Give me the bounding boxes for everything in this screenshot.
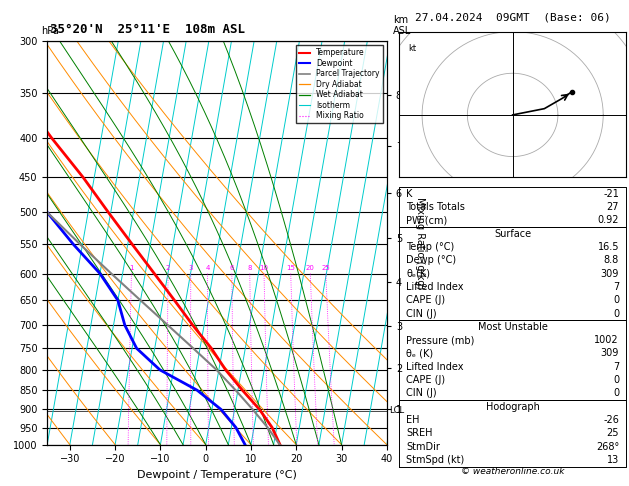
Text: © weatheronline.co.uk: © weatheronline.co.uk — [461, 467, 564, 476]
Text: StmSpd (kt): StmSpd (kt) — [406, 455, 464, 465]
Text: 8: 8 — [247, 265, 252, 271]
Text: 13: 13 — [607, 455, 619, 465]
Text: Temp (°C): Temp (°C) — [406, 242, 455, 252]
Text: 6: 6 — [230, 265, 234, 271]
X-axis label: Dewpoint / Temperature (°C): Dewpoint / Temperature (°C) — [137, 470, 297, 480]
Text: θₑ(K): θₑ(K) — [406, 269, 430, 278]
Text: EH: EH — [406, 415, 420, 425]
Text: Most Unstable: Most Unstable — [477, 322, 548, 332]
Text: km
ASL: km ASL — [393, 15, 411, 36]
Text: 8.8: 8.8 — [604, 255, 619, 265]
Text: 20: 20 — [306, 265, 314, 271]
Text: 16.5: 16.5 — [598, 242, 619, 252]
Text: 27.04.2024  09GMT  (Base: 06): 27.04.2024 09GMT (Base: 06) — [415, 12, 611, 22]
Text: 309: 309 — [601, 348, 619, 359]
Text: Surface: Surface — [494, 229, 532, 239]
Text: CAPE (J): CAPE (J) — [406, 295, 445, 305]
Text: 2: 2 — [166, 265, 170, 271]
Text: 1: 1 — [130, 265, 134, 271]
Text: -21: -21 — [603, 189, 619, 199]
Text: kt: kt — [408, 44, 416, 53]
Text: 15: 15 — [286, 265, 295, 271]
Text: 3: 3 — [189, 265, 193, 271]
Text: Hodograph: Hodograph — [486, 401, 540, 412]
Legend: Temperature, Dewpoint, Parcel Trajectory, Dry Adiabat, Wet Adiabat, Isotherm, Mi: Temperature, Dewpoint, Parcel Trajectory… — [296, 45, 383, 123]
Text: CAPE (J): CAPE (J) — [406, 375, 445, 385]
Text: 0.92: 0.92 — [598, 215, 619, 226]
Text: 0: 0 — [613, 295, 619, 305]
Text: LCL: LCL — [389, 406, 404, 415]
Text: 0: 0 — [613, 375, 619, 385]
Text: 7: 7 — [613, 362, 619, 372]
Text: 35°20'N  25°11'E  108m ASL: 35°20'N 25°11'E 108m ASL — [50, 23, 245, 36]
Text: hPa: hPa — [41, 26, 58, 36]
Text: Lifted Index: Lifted Index — [406, 362, 464, 372]
Text: 4: 4 — [205, 265, 209, 271]
Text: StmDir: StmDir — [406, 442, 440, 451]
Text: SREH: SREH — [406, 428, 433, 438]
Text: 309: 309 — [601, 269, 619, 278]
Text: 7: 7 — [613, 282, 619, 292]
Text: 25: 25 — [321, 265, 330, 271]
Text: Dewp (°C): Dewp (°C) — [406, 255, 456, 265]
Text: 10: 10 — [259, 265, 269, 271]
Text: CIN (J): CIN (J) — [406, 309, 437, 318]
Text: Totals Totals: Totals Totals — [406, 202, 465, 212]
Text: 25: 25 — [606, 428, 619, 438]
Text: K: K — [406, 189, 413, 199]
Text: 268°: 268° — [596, 442, 619, 451]
Text: -26: -26 — [603, 415, 619, 425]
Text: PW (cm): PW (cm) — [406, 215, 447, 226]
Text: Lifted Index: Lifted Index — [406, 282, 464, 292]
Text: 0: 0 — [613, 309, 619, 318]
Text: 27: 27 — [606, 202, 619, 212]
Text: CIN (J): CIN (J) — [406, 388, 437, 399]
Text: 1002: 1002 — [594, 335, 619, 345]
Text: θₑ (K): θₑ (K) — [406, 348, 433, 359]
Text: 0: 0 — [613, 388, 619, 399]
Text: Pressure (mb): Pressure (mb) — [406, 335, 475, 345]
Text: Mixing Ratio (g/kg): Mixing Ratio (g/kg) — [415, 197, 425, 289]
